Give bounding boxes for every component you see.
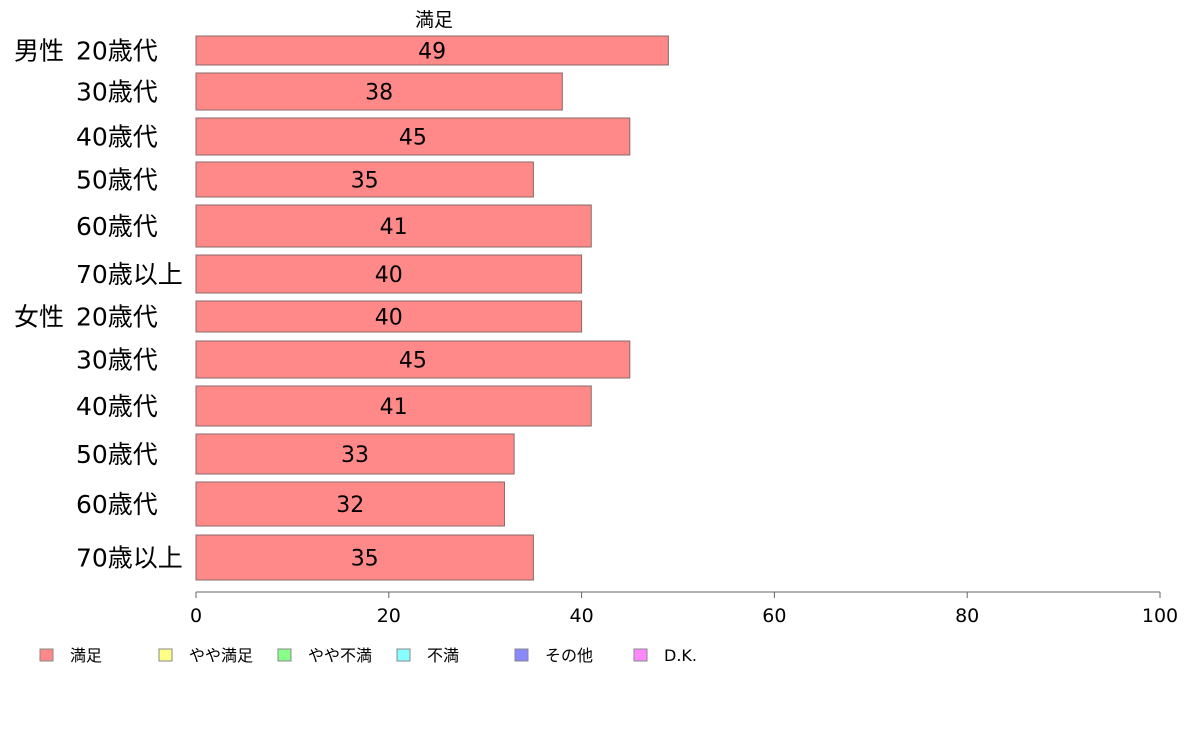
- data-label: 33: [341, 443, 369, 468]
- bar: [195, 72, 563, 111]
- x-tick-label: 100: [1142, 605, 1178, 627]
- data-label: 41: [380, 395, 408, 420]
- x-tick-label: 40: [570, 605, 594, 627]
- data-label: 40: [375, 306, 403, 331]
- category-label: 70歳以上: [76, 260, 183, 289]
- bar: [195, 117, 631, 156]
- category-label: 50歳代: [76, 166, 158, 195]
- legend-swatch: [396, 648, 411, 662]
- category-label: 60歳代: [76, 212, 158, 241]
- category-label: 20歳代: [76, 37, 158, 66]
- legend-swatch: [277, 648, 292, 662]
- group-label: 女性: [14, 303, 64, 332]
- data-label: 32: [336, 493, 364, 518]
- bar: [195, 254, 583, 294]
- bar: [195, 481, 505, 527]
- data-label: 45: [399, 349, 427, 374]
- legend-swatch: [39, 648, 54, 662]
- bar: [195, 340, 631, 379]
- data-label: 35: [351, 547, 379, 572]
- data-label: 40: [375, 263, 403, 288]
- category-label: 20歳代: [76, 303, 158, 332]
- legend-label: 満足: [70, 646, 102, 665]
- category-labels: 20歳代男性30歳代40歳代50歳代60歳代70歳以上20歳代女性30歳代40歳…: [14, 37, 183, 573]
- chart-title: 満足: [415, 9, 453, 31]
- bar: [195, 433, 515, 475]
- data-label: 41: [380, 215, 408, 240]
- legend-label: 不満: [427, 646, 459, 665]
- x-tick-label: 20: [377, 605, 401, 627]
- x-axis: 0 20 40 60 80 100: [190, 591, 1178, 627]
- legend-label: その他: [545, 646, 593, 665]
- legend-swatch: [158, 648, 173, 662]
- category-label: 50歳代: [76, 440, 158, 469]
- legend-label: やや満足: [189, 646, 253, 665]
- data-label: 45: [399, 126, 427, 151]
- legend-label: D.K.: [664, 646, 697, 665]
- bar: [195, 35, 669, 66]
- bar: [195, 300, 583, 333]
- category-label: 60歳代: [76, 490, 158, 519]
- bar: [195, 385, 592, 427]
- category-label: 30歳代: [76, 346, 158, 375]
- data-label: 49: [418, 40, 446, 65]
- bar: [195, 204, 592, 248]
- category-label: 30歳代: [76, 78, 158, 107]
- legend-label: やや不満: [308, 646, 372, 665]
- category-label: 40歳代: [76, 392, 158, 421]
- category-label: 40歳代: [76, 123, 158, 152]
- x-tick-label: 0: [190, 605, 202, 627]
- legend: 満足 やや満足 やや不満 不満 その他 D.K.: [39, 646, 697, 665]
- group-label: 男性: [14, 37, 64, 66]
- x-tick-label: 80: [955, 605, 979, 627]
- legend-swatch: [633, 648, 648, 662]
- bar: [195, 534, 534, 581]
- x-tick-label: 60: [762, 605, 786, 627]
- legend-swatch: [514, 648, 529, 662]
- bar: [195, 161, 534, 198]
- category-label: 70歳以上: [76, 544, 183, 573]
- data-label: 35: [351, 169, 379, 194]
- data-label: 38: [365, 81, 393, 106]
